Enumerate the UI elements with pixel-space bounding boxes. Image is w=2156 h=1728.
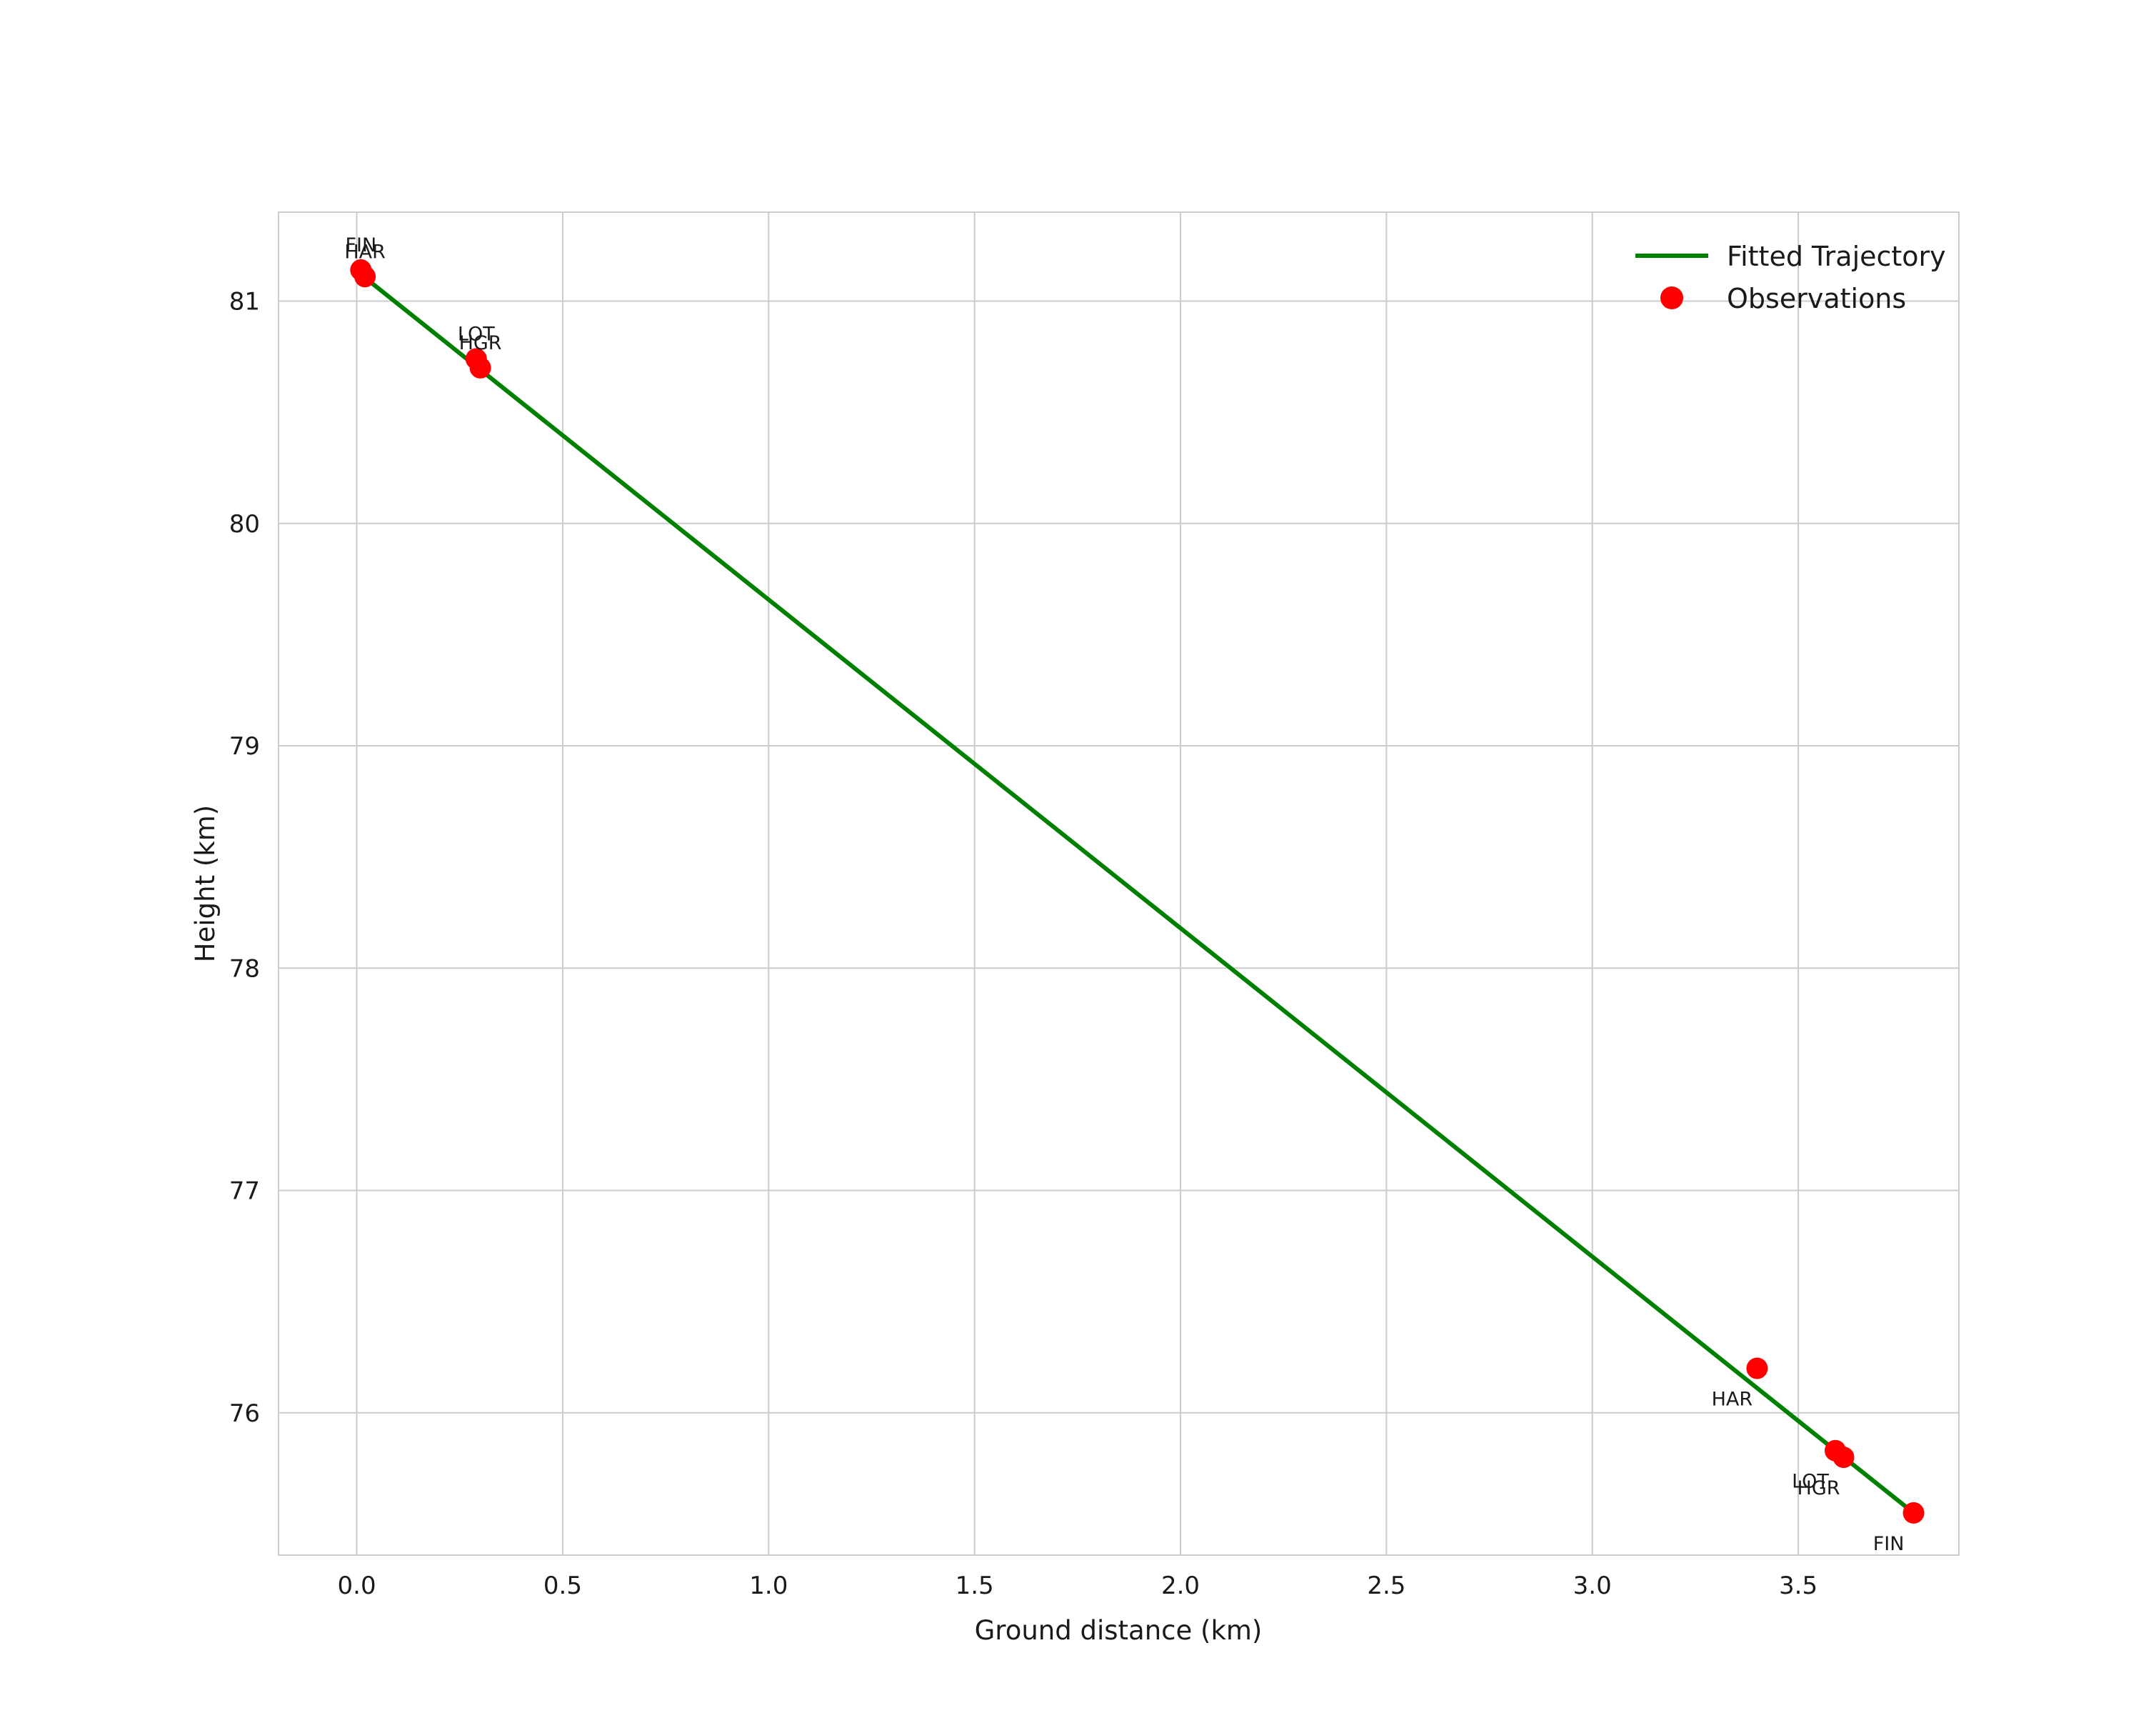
- point-label: HAR: [344, 241, 386, 263]
- observation-point: [469, 356, 491, 379]
- x-tick-label: 1.0: [749, 1572, 788, 1600]
- y-tick-label: 80: [229, 510, 260, 539]
- legend-marker-icon: [1660, 286, 1683, 309]
- x-tick-label: 2.5: [1367, 1572, 1405, 1600]
- x-tick-label: 1.5: [956, 1572, 994, 1600]
- legend-label-fitted-trajectory: Fitted Trajectory: [1727, 241, 1946, 272]
- point-label: HGR: [459, 332, 502, 354]
- y-tick-label: 77: [229, 1177, 260, 1206]
- x-tick-label: 2.0: [1161, 1572, 1200, 1600]
- y-tick-label: 79: [229, 732, 260, 761]
- plot-frame: [278, 211, 1960, 1556]
- legend-label-observations: Observations: [1727, 283, 1906, 314]
- point-label: LOT: [458, 323, 495, 345]
- grid-layer: [279, 212, 1959, 1555]
- point-label: HAR: [1712, 1389, 1753, 1411]
- observation-point: [1746, 1357, 1768, 1379]
- y-axis-label: Height (km): [190, 805, 221, 962]
- y-tick-label: 76: [229, 1399, 260, 1428]
- y-tick-label: 78: [229, 954, 260, 983]
- legend: Fitted Trajectory Observations: [1635, 241, 1946, 314]
- x-tick-label: 0.0: [338, 1572, 376, 1600]
- observation-point: [354, 266, 376, 288]
- observation-point: [1832, 1447, 1855, 1469]
- x-tick-label: 0.5: [543, 1572, 582, 1600]
- x-tick-label: 3.5: [1779, 1572, 1817, 1600]
- point-label: FIN: [345, 234, 376, 256]
- y-tick-label: 81: [229, 288, 260, 316]
- observation-point: [1902, 1502, 1925, 1524]
- x-axis-label: Ground distance (km): [975, 1615, 1263, 1646]
- point-label: HGR: [1797, 1477, 1840, 1499]
- ticks-layer: 0.0 0.5 1.0 1.5 2.0 2.5 3.0 3.5 76 77 78 79 80 81: [229, 288, 1817, 1600]
- x-tick-label: 3.0: [1573, 1572, 1612, 1600]
- point-label: LOT: [1792, 1471, 1829, 1493]
- point-label: FIN: [1873, 1533, 1905, 1555]
- fitted-trajectory-line: [359, 272, 1916, 1515]
